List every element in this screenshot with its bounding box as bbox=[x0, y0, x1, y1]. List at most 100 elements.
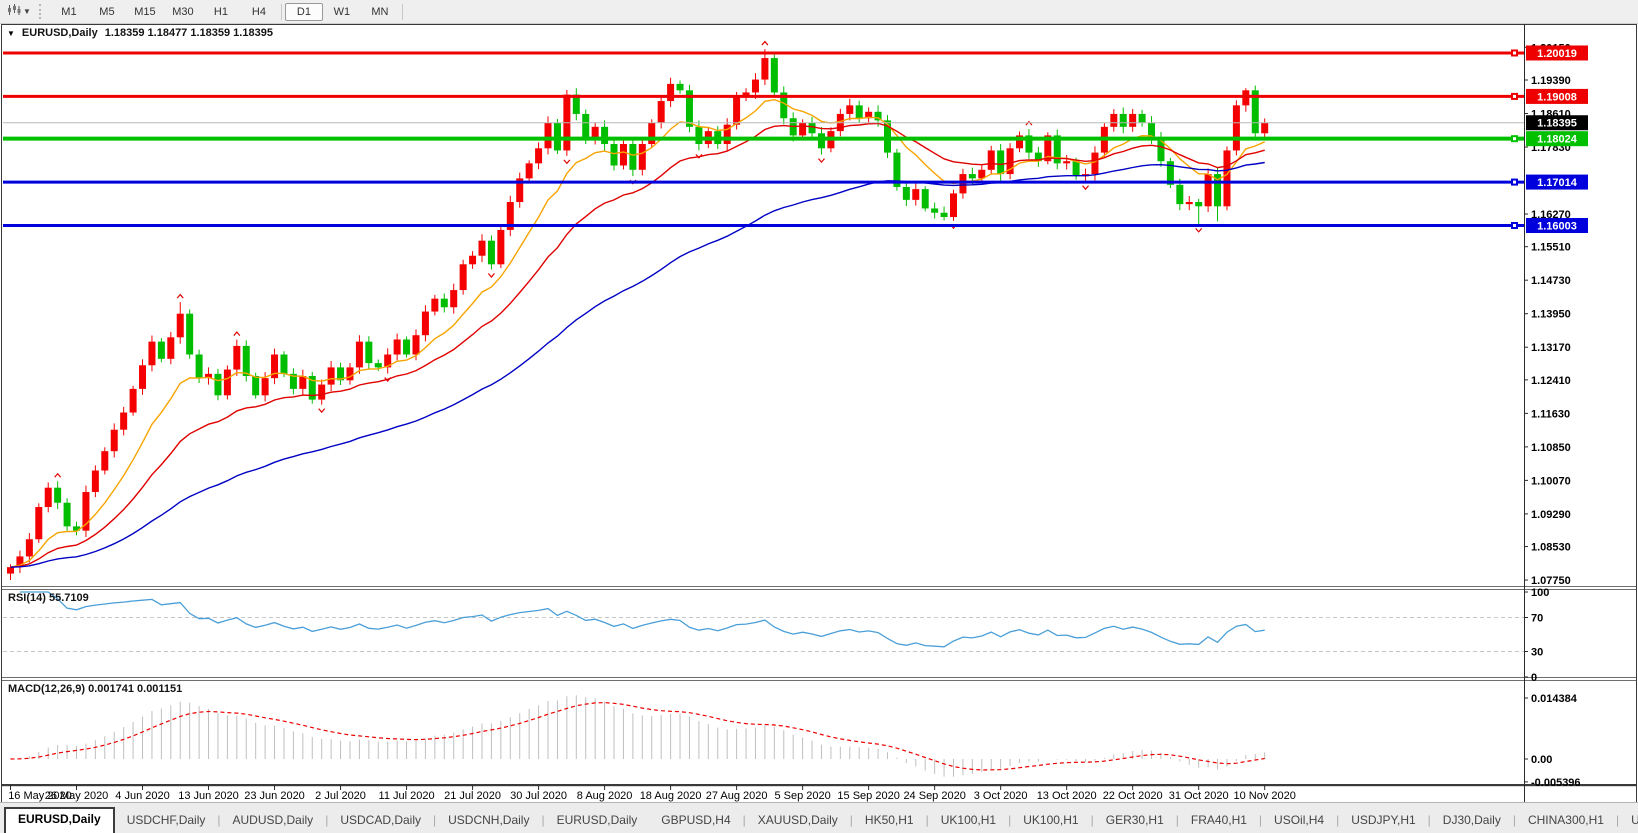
chart-tab-usoil-h4[interactable]: USOil,H4 bbox=[1274, 813, 1325, 827]
timeframe-button-w1[interactable]: W1 bbox=[333, 5, 351, 18]
time-axis-label: 8 Aug 2020 bbox=[577, 790, 633, 802]
toolbar-separator bbox=[401, 3, 403, 20]
time-axis-label: 31 Oct 2020 bbox=[1169, 790, 1229, 802]
rsi-axis-tick: 30 bbox=[1531, 647, 1543, 659]
price-axis-tick: 1.13170 bbox=[1531, 342, 1571, 354]
timeframe-button-m1[interactable]: M1 bbox=[61, 5, 77, 18]
rsi-axis-tick: 0 bbox=[1531, 672, 1537, 684]
price-axis-tick: 1.08530 bbox=[1531, 542, 1571, 554]
chart-tab-gbpusd-h4[interactable]: GBPUSD,H4 bbox=[661, 813, 731, 827]
time-axis-label: 26 May 2020 bbox=[45, 790, 109, 802]
tab-separator: | bbox=[433, 813, 437, 827]
chart-tab-fra40-h1[interactable]: FRA40,H1 bbox=[1190, 813, 1247, 827]
level-price-badge: 1.20019 bbox=[1537, 48, 1577, 60]
chart-tab-dj30-daily[interactable]: DJ30,Daily bbox=[1442, 813, 1501, 827]
rsi-axis-tick: 70 bbox=[1531, 613, 1543, 625]
time-axis-label: 21 Jul 2020 bbox=[444, 790, 501, 802]
price-axis-tick: 1.15510 bbox=[1531, 242, 1571, 254]
chart-tab-usdcnh-daily[interactable]: USDCNH,Daily bbox=[448, 813, 530, 827]
chart-tab-eurusd-daily[interactable]: EURUSD,Daily bbox=[4, 807, 115, 833]
time-axis-label: 30 Jul 2020 bbox=[510, 790, 567, 802]
chart-legend: ▼ EURUSD,Daily 1.18359 1.18477 1.18359 1… bbox=[7, 27, 273, 39]
chart-tab-uk100-h1[interactable]: UK100,H1 bbox=[940, 813, 997, 827]
level-price-badge: 1.18024 bbox=[1537, 134, 1578, 146]
time-axis-label: 23 Jun 2020 bbox=[244, 790, 305, 802]
price-axis-tick: 1.07750 bbox=[1531, 575, 1571, 587]
tab-separator: | bbox=[541, 813, 545, 827]
time-axis-label: 13 Jun 2020 bbox=[178, 790, 239, 802]
time-axis-label: 15 Sep 2020 bbox=[837, 790, 899, 802]
chart-tab-ger30-h1[interactable]: GER30,H1 bbox=[1105, 813, 1164, 827]
chart-type-button[interactable]: ▼ bbox=[3, 1, 35, 23]
tab-separator: | bbox=[1427, 813, 1431, 827]
tab-separator: | bbox=[1090, 813, 1094, 827]
tab-separator: | bbox=[849, 813, 853, 827]
chart-tab-usdjpy-h1[interactable]: USDJPY,H1 bbox=[1351, 813, 1416, 827]
chart-tab-audusd-daily[interactable]: AUDUSD,Daily bbox=[232, 813, 314, 827]
timeframe-button-m15[interactable]: M15 bbox=[134, 5, 156, 18]
tab-separator: | bbox=[1175, 813, 1179, 827]
time-axis-label: 18 Aug 2020 bbox=[640, 790, 702, 802]
timeframe-button-d1[interactable]: D1 bbox=[284, 2, 323, 21]
tab-separator: | bbox=[1615, 813, 1620, 827]
time-axis-label: 11 Jul 2020 bbox=[379, 790, 435, 802]
time-axis-label: 4 Jun 2020 bbox=[115, 790, 169, 802]
time-axis-label: 2 Jul 2020 bbox=[315, 790, 366, 802]
time-axis-label: 16 May 2020 bbox=[8, 790, 72, 802]
time-axis-label: 22 Oct 2020 bbox=[1103, 790, 1163, 802]
triangle-down-icon[interactable]: ▼ bbox=[7, 28, 15, 38]
timeframe-button-m5[interactable]: M5 bbox=[99, 5, 115, 18]
chart-tab-eurusd-daily[interactable]: EURUSD,Daily bbox=[556, 813, 638, 827]
chart-tab-usdcad-daily[interactable]: USDCAD,Daily bbox=[340, 813, 421, 827]
chart-tab-usoil-h1[interactable]: USOil,H1 bbox=[1631, 813, 1638, 827]
price-axis-tick: 1.11630 bbox=[1531, 408, 1570, 420]
price-axis-tick: 1.19390 bbox=[1531, 75, 1571, 87]
chart-tab-uk100-h1[interactable]: UK100,H1 bbox=[1023, 813, 1079, 827]
price-axis-tick: 1.12410 bbox=[1531, 375, 1571, 387]
tab-separator: | bbox=[325, 813, 329, 827]
level-price-badge: 1.19008 bbox=[1537, 91, 1577, 103]
time-axis-label: 27 Aug 2020 bbox=[706, 790, 768, 802]
level-price-badge: 1.17014 bbox=[1537, 177, 1578, 189]
price-axis-tick: 1.13950 bbox=[1531, 309, 1571, 321]
tab-separator: | bbox=[1512, 813, 1516, 827]
toolbar-grip-handle[interactable] bbox=[38, 4, 46, 19]
timeframe-button-h4[interactable]: H4 bbox=[251, 5, 266, 18]
macd-axis-tick: -0.005396 bbox=[1531, 777, 1581, 789]
price-axis-tick: 1.10070 bbox=[1531, 475, 1571, 487]
chart-tab-usdchf-daily[interactable]: USDCHF,Daily bbox=[126, 813, 206, 827]
time-axis-label: 24 Sep 2020 bbox=[903, 790, 965, 802]
level-price-badge: 1.16003 bbox=[1537, 221, 1577, 233]
tab-separator: | bbox=[925, 813, 929, 827]
price-axis-tick: 1.14730 bbox=[1531, 275, 1571, 287]
chart-symbol-label: EURUSD,Daily bbox=[21, 27, 98, 39]
tab-separator: | bbox=[1336, 813, 1340, 827]
price-axis-tick: 1.09290 bbox=[1531, 509, 1571, 521]
macd-axis-tick: 0.00 bbox=[1531, 754, 1552, 766]
tab-separator: | bbox=[1258, 813, 1263, 827]
toolbar-separator bbox=[280, 3, 282, 20]
timeframe-button-h1[interactable]: H1 bbox=[213, 5, 228, 18]
timeframe-button-m30[interactable]: M30 bbox=[172, 5, 194, 18]
time-axis-label: 10 Nov 2020 bbox=[1233, 790, 1295, 802]
chart-tabs-bar: EURUSD,Daily USDCHF,Daily | AUDUSD,Daily | US… bbox=[0, 802, 1638, 833]
current-price-badge: 1.18395 bbox=[1537, 118, 1577, 130]
timeframes-toolbar: ▼ M1 M5 M15 M30 H1 H4 D1 W1 MN bbox=[0, 0, 1638, 24]
chart-tab-china300-h1[interactable]: CHINA300,H1 bbox=[1527, 813, 1604, 827]
timeframe-button-mn[interactable]: MN bbox=[371, 5, 389, 18]
chevron-down-icon: ▼ bbox=[23, 7, 31, 16]
chart-tab-xauusd-daily[interactable]: XAUUSD,Daily bbox=[757, 813, 838, 827]
price-axis-tick: 1.10850 bbox=[1531, 442, 1571, 454]
time-axis-label: 3 Oct 2020 bbox=[974, 790, 1028, 802]
macd-indicator-label: MACD(12,26,9) 0.001741 0.001151 bbox=[8, 683, 183, 695]
rsi-axis-tick: 100 bbox=[1531, 587, 1549, 599]
chart-ohlc-values: 1.18359 1.18477 1.18359 1.18395 bbox=[104, 27, 273, 39]
candlestick-chart-icon bbox=[7, 3, 21, 21]
tab-separator: | bbox=[217, 813, 221, 827]
rsi-indicator-label: RSI(14) 55.7109 bbox=[8, 592, 89, 604]
tab-separator: | bbox=[742, 813, 746, 827]
tab-separator: | bbox=[1008, 813, 1012, 827]
chart-tab-hk50-h1[interactable]: HK50,H1 bbox=[864, 813, 914, 827]
